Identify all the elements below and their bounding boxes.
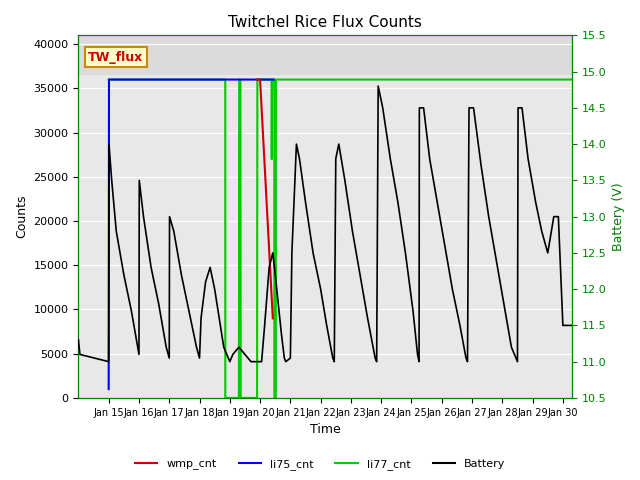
Title: Twitchel Rice Flux Counts: Twitchel Rice Flux Counts — [228, 15, 422, 30]
Y-axis label: Battery (V): Battery (V) — [612, 182, 625, 251]
Y-axis label: Counts: Counts — [15, 195, 28, 239]
X-axis label: Time: Time — [310, 423, 340, 436]
Text: TW_flux: TW_flux — [88, 51, 143, 64]
Legend: wmp_cnt, li75_cnt, li77_cnt, Battery: wmp_cnt, li75_cnt, li77_cnt, Battery — [131, 455, 509, 474]
Bar — [79, 36, 572, 75]
